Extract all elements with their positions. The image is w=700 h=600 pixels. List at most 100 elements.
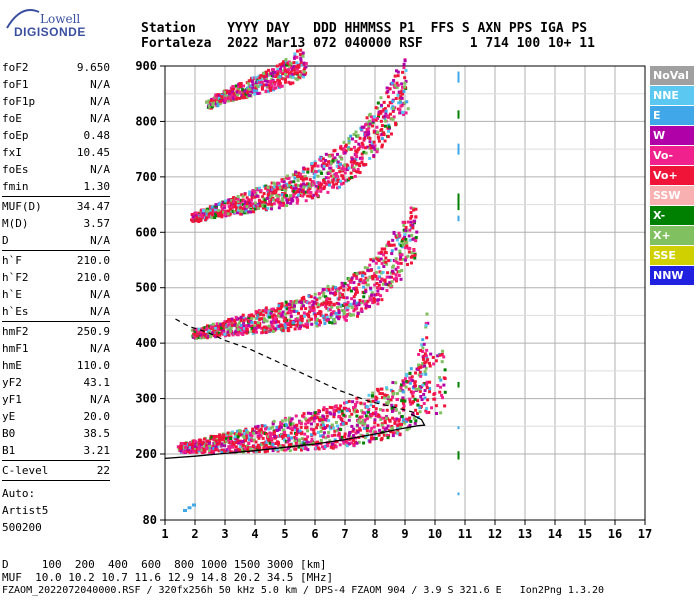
echo-point [292, 68, 296, 72]
echo-point [304, 177, 308, 181]
echo-point [294, 65, 298, 69]
echo-point [254, 86, 258, 90]
x-tick-label: 12 [488, 527, 502, 541]
echo-point [272, 74, 276, 78]
echo-point [277, 206, 281, 210]
echo-point [276, 197, 280, 201]
echo-point [358, 298, 362, 302]
echo-point [292, 184, 296, 188]
echo-point [340, 182, 344, 186]
echo-point [265, 319, 269, 323]
echo-point [355, 301, 359, 305]
echo-point [224, 199, 228, 203]
echo-point [246, 200, 250, 204]
echo-point [390, 249, 394, 253]
echo-point [347, 277, 351, 281]
echo-point [372, 153, 376, 157]
echo-point [421, 346, 425, 350]
echo-point [308, 310, 312, 314]
echo-point [283, 433, 287, 437]
echo-point [373, 437, 377, 441]
echo-point [322, 406, 326, 410]
echo-point [332, 412, 336, 416]
echo-point [443, 368, 447, 372]
echo-point [223, 213, 227, 217]
echo-point [310, 440, 314, 444]
echo-point [337, 185, 341, 189]
echo-point [295, 201, 299, 205]
legend-item-e: E [650, 106, 694, 126]
echo-point [332, 286, 336, 290]
echo-point [396, 107, 400, 111]
echo-point [268, 431, 272, 435]
echo-point [375, 413, 379, 417]
echo-point [357, 420, 361, 424]
echo-point [329, 161, 333, 165]
echo-point [267, 83, 271, 87]
echo-point [180, 442, 184, 446]
echo-point [414, 419, 418, 423]
echo-point [334, 405, 338, 409]
echo-point [248, 198, 252, 202]
echo-point [316, 311, 320, 315]
echo-point [397, 273, 401, 277]
echo-point [184, 442, 188, 446]
echo-point [389, 132, 393, 136]
echo-point [386, 436, 390, 440]
param-row: D N/A [2, 232, 110, 249]
echo-point [301, 194, 305, 198]
echo-point [385, 86, 389, 90]
echo-point [374, 270, 378, 274]
echo-point [396, 93, 400, 97]
echo-point [293, 176, 297, 180]
echo-point [377, 266, 381, 270]
echo-point [262, 74, 266, 78]
echo-point [397, 411, 401, 415]
echo-point [304, 322, 308, 326]
echo-point [410, 254, 414, 258]
echo-point [412, 399, 416, 403]
param-key: foF1p [2, 95, 36, 108]
echo-point [393, 417, 397, 421]
echo-point [386, 402, 390, 406]
echo-point [391, 390, 395, 394]
echo-point [357, 142, 361, 146]
echo-point [384, 111, 388, 115]
echo-point [374, 106, 378, 110]
y-tick-label: 400 [135, 336, 157, 350]
echo-point [236, 324, 240, 328]
echo-point [261, 309, 265, 313]
echo-point [325, 424, 329, 428]
echo-point [286, 426, 290, 430]
echo-point [374, 410, 378, 414]
echo-point [279, 444, 283, 448]
echo-point [208, 447, 212, 451]
echo-point [283, 63, 287, 67]
param-row: fxI 10.45 [2, 144, 110, 161]
echo-point [388, 87, 392, 91]
echo-point [210, 211, 214, 215]
echo-point [257, 309, 261, 313]
echo-point [218, 211, 222, 215]
echo-point [271, 317, 275, 321]
echo-point [334, 311, 338, 315]
echo-point [438, 390, 442, 394]
echo-point [342, 296, 346, 300]
echo-point [417, 387, 421, 391]
echo-point [403, 220, 407, 224]
echo-point [306, 411, 310, 415]
echo-point [377, 110, 381, 114]
echo-point [267, 68, 271, 72]
echo-point [298, 321, 302, 325]
echo-point [309, 433, 313, 437]
echo-point [362, 125, 366, 129]
echo-point [324, 152, 328, 156]
echo-point [387, 123, 391, 127]
echo-point [275, 435, 279, 439]
echo-point [316, 164, 320, 168]
echo-point [236, 435, 240, 439]
echo-point [357, 147, 361, 151]
echo-point [280, 323, 284, 327]
echo-point [342, 147, 346, 151]
echo-point [300, 72, 304, 76]
